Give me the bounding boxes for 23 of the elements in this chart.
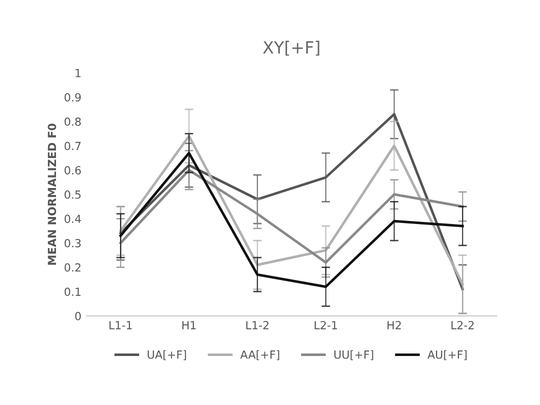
x-tick-label: H1 [182,321,196,330]
y-axis-title: MEAN NORMALIZED F0 [48,124,56,265]
y-tick-label: 0.1 [64,288,81,296]
y-tick-label: 0.3 [64,238,81,248]
y-tick-label: 0.9 [64,93,81,102]
y-tick-label: 1 [76,69,81,78]
legend-label: UA[+F] [148,350,186,360]
y-tick-label: 0.4 [64,214,81,224]
y-tick-label: 0.5 [64,190,81,199]
legend-label: UU[+F] [334,350,374,360]
x-tick-label: L2-2 [452,320,474,330]
y-tick-label: 0.2 [64,263,80,272]
x-tick-label: H2 [388,320,401,330]
y-tick-label: 0.7 [64,142,81,150]
chart-title: XY[+F] [263,40,320,56]
y-tick-label: 0 [75,312,81,320]
y-tick-label: 0.6 [64,166,81,174]
x-tick-label: L1-1 [110,321,132,330]
x-tick-label: L1-2 [246,320,268,330]
y-tick-label: 0.8 [64,117,81,126]
legend-label: AA[+F] [240,350,280,360]
legend-label: AU[+F] [428,350,467,360]
x-tick-label: L2-1 [314,320,337,330]
